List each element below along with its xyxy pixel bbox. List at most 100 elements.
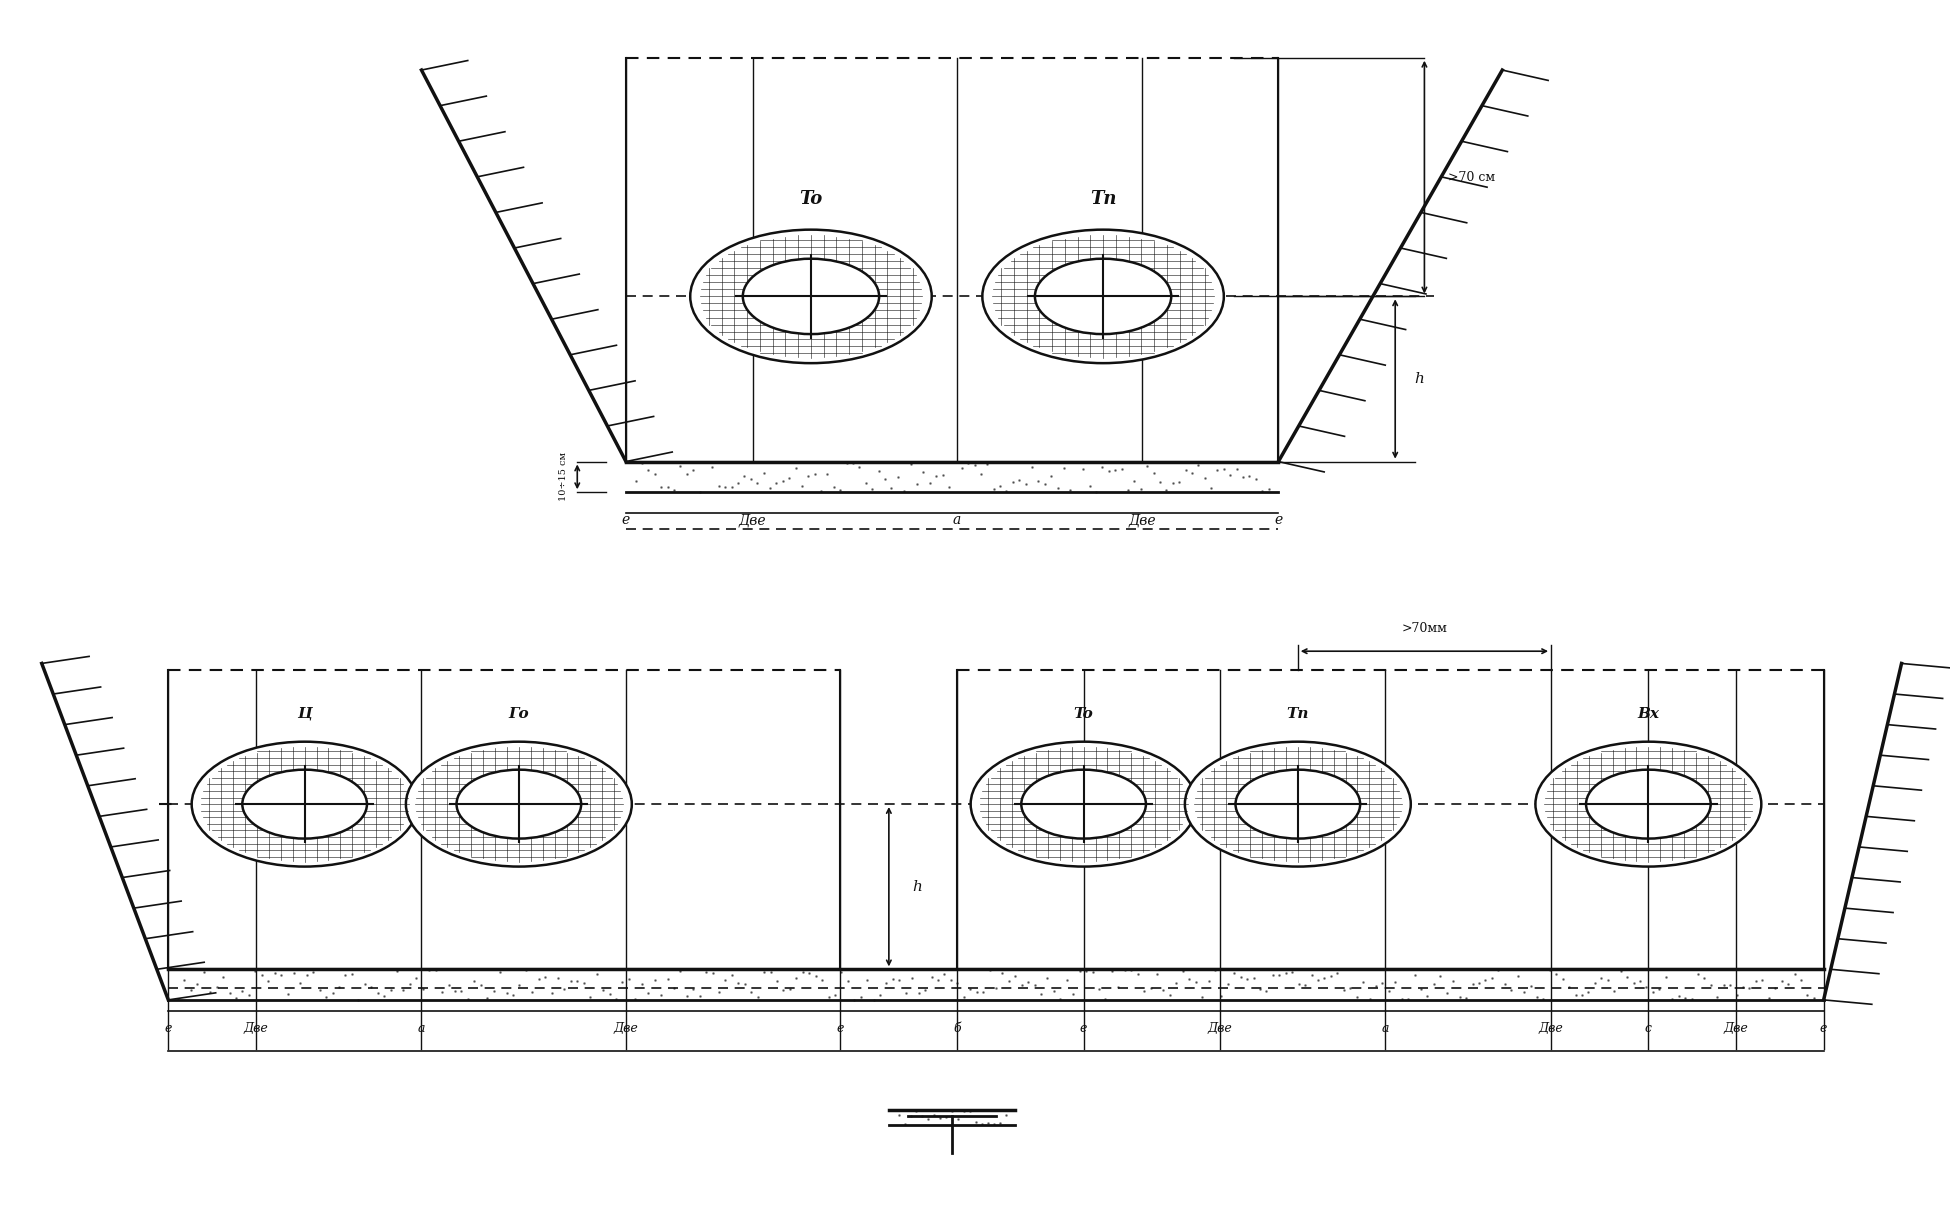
Point xyxy=(916,967,947,987)
Point xyxy=(910,980,941,999)
Point xyxy=(883,1105,914,1125)
Point xyxy=(252,971,283,991)
Point xyxy=(1580,973,1611,993)
Point xyxy=(793,962,824,982)
Point xyxy=(934,477,965,497)
Point xyxy=(439,981,471,1000)
Point xyxy=(857,479,889,499)
Point xyxy=(1277,962,1309,982)
Point xyxy=(1070,961,1101,981)
Point xyxy=(672,463,703,483)
Point xyxy=(1314,966,1346,986)
Point xyxy=(930,1107,961,1127)
Point xyxy=(311,987,342,1007)
Point xyxy=(1746,971,1777,991)
Point xyxy=(697,964,728,983)
Point xyxy=(871,973,902,993)
Point xyxy=(1100,460,1131,479)
Point xyxy=(1205,986,1236,1005)
Point xyxy=(1406,980,1437,999)
Point xyxy=(633,983,664,1003)
Point xyxy=(1090,989,1121,1009)
Point xyxy=(1586,968,1617,988)
Point xyxy=(227,981,258,1000)
Point xyxy=(1471,971,1502,991)
Point xyxy=(1398,965,1430,984)
Point xyxy=(955,978,986,998)
Point xyxy=(1353,989,1385,1009)
Text: Го: Го xyxy=(508,707,529,721)
Point xyxy=(600,989,631,1009)
Point xyxy=(1074,477,1105,497)
Point xyxy=(1670,988,1701,1008)
Text: Две: Две xyxy=(1129,514,1156,527)
Point xyxy=(709,970,740,989)
Point xyxy=(846,987,877,1007)
Point xyxy=(1012,972,1043,992)
Point xyxy=(1055,481,1086,500)
Point xyxy=(1566,986,1598,1005)
Point xyxy=(953,454,984,473)
Point xyxy=(434,975,465,994)
Point xyxy=(812,987,844,1007)
Point xyxy=(1617,973,1648,993)
Point xyxy=(1656,989,1687,1009)
Point xyxy=(965,465,996,484)
Point xyxy=(902,983,934,1003)
Point xyxy=(728,466,760,485)
Point xyxy=(1426,966,1457,986)
Point xyxy=(762,971,793,991)
Point xyxy=(1109,961,1141,981)
Text: Две: Две xyxy=(244,1021,268,1035)
Point xyxy=(1572,982,1603,1002)
Text: Tn: Tn xyxy=(1287,707,1309,721)
Point xyxy=(1225,967,1256,987)
Point xyxy=(1029,473,1060,493)
Point xyxy=(1785,970,1816,989)
Point xyxy=(555,971,586,991)
Point xyxy=(1779,964,1810,983)
Point xyxy=(1392,989,1424,1009)
Point xyxy=(691,452,723,472)
Point xyxy=(162,989,193,1009)
Point xyxy=(820,986,852,1005)
Point xyxy=(1105,458,1137,478)
Point xyxy=(947,987,978,1007)
Point xyxy=(1244,980,1275,999)
Point xyxy=(1516,977,1547,997)
Point xyxy=(1199,960,1230,980)
Point xyxy=(930,964,961,983)
Point xyxy=(478,982,510,1002)
Point xyxy=(756,962,787,982)
Ellipse shape xyxy=(1035,259,1172,334)
Point xyxy=(1084,978,1115,998)
Point xyxy=(754,478,785,498)
Point xyxy=(857,989,889,1009)
Text: a: a xyxy=(953,514,961,527)
Point xyxy=(998,472,1029,492)
Point xyxy=(221,988,252,1008)
Point xyxy=(973,455,1004,474)
Point xyxy=(684,482,715,501)
Point xyxy=(1367,973,1398,993)
Ellipse shape xyxy=(982,230,1225,363)
Point xyxy=(832,454,863,473)
Text: Две: Две xyxy=(1539,1021,1562,1035)
Point xyxy=(1213,975,1244,994)
Point xyxy=(1791,986,1822,1005)
Point xyxy=(1437,971,1469,991)
Point xyxy=(1309,968,1340,988)
Ellipse shape xyxy=(689,230,932,363)
Point xyxy=(1060,452,1092,472)
Text: >70 см: >70 см xyxy=(1447,171,1494,183)
Point xyxy=(709,477,740,497)
Point xyxy=(1006,975,1037,994)
Point xyxy=(865,986,896,1005)
Text: e: e xyxy=(836,1021,844,1035)
Point xyxy=(305,981,336,1000)
Point xyxy=(1322,962,1353,982)
Point xyxy=(1709,975,1740,994)
Point xyxy=(1701,987,1732,1007)
Point xyxy=(672,986,703,1005)
Point xyxy=(1258,965,1289,984)
